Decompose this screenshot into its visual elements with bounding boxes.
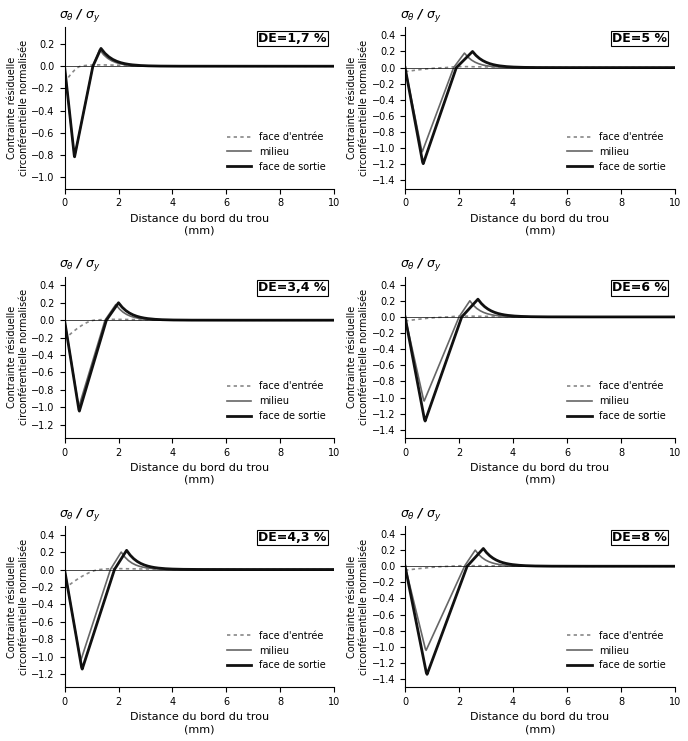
Legend: face d'entrée, milieu, face de sortie: face d'entrée, milieu, face de sortie [223,377,330,425]
Text: DE=5 %: DE=5 % [612,32,667,45]
Y-axis label: Contrainte résiduelle
circonférentielle normalisée: Contrainte résiduelle circonférentielle … [7,289,28,425]
X-axis label: Distance du bord du trou
(mm): Distance du bord du trou (mm) [130,463,269,485]
Text: $\sigma_\theta$ / $\sigma_y$: $\sigma_\theta$ / $\sigma_y$ [59,7,101,24]
Y-axis label: Contrainte résiduelle
circonférentielle normalisée: Contrainte résiduelle circonférentielle … [7,539,28,674]
X-axis label: Distance du bord du trou
(mm): Distance du bord du trou (mm) [471,712,610,734]
Legend: face d'entrée, milieu, face de sortie: face d'entrée, milieu, face de sortie [563,627,670,674]
Text: $\sigma_\theta$ / $\sigma_y$: $\sigma_\theta$ / $\sigma_y$ [400,505,442,522]
Text: DE=1,7 %: DE=1,7 % [258,32,326,45]
Y-axis label: Contrainte résiduelle
circonférentielle normalisée: Contrainte résiduelle circonférentielle … [347,539,369,674]
Y-axis label: Contrainte résiduelle
circonférentielle normalisée: Contrainte résiduelle circonférentielle … [347,40,369,176]
Y-axis label: Contrainte résiduelle
circonférentielle normalisée: Contrainte résiduelle circonférentielle … [7,40,28,176]
Legend: face d'entrée, milieu, face de sortie: face d'entrée, milieu, face de sortie [223,128,330,176]
Text: $\sigma_\theta$ / $\sigma_y$: $\sigma_\theta$ / $\sigma_y$ [400,256,442,273]
X-axis label: Distance du bord du trou
(mm): Distance du bord du trou (mm) [130,214,269,236]
X-axis label: Distance du bord du trou
(mm): Distance du bord du trou (mm) [130,712,269,734]
Text: $\sigma_\theta$ / $\sigma_y$: $\sigma_\theta$ / $\sigma_y$ [59,505,101,522]
Text: DE=6 %: DE=6 % [612,282,667,294]
Y-axis label: Contrainte résiduelle
circonférentielle normalisée: Contrainte résiduelle circonférentielle … [347,289,369,425]
X-axis label: Distance du bord du trou
(mm): Distance du bord du trou (mm) [471,214,610,236]
Legend: face d'entrée, milieu, face de sortie: face d'entrée, milieu, face de sortie [563,128,670,176]
Text: $\sigma_\theta$ / $\sigma_y$: $\sigma_\theta$ / $\sigma_y$ [59,256,101,273]
Text: DE=8 %: DE=8 % [612,531,667,544]
Legend: face d'entrée, milieu, face de sortie: face d'entrée, milieu, face de sortie [563,377,670,425]
Text: DE=4,3 %: DE=4,3 % [258,531,326,544]
Text: $\sigma_\theta$ / $\sigma_y$: $\sigma_\theta$ / $\sigma_y$ [400,7,442,24]
X-axis label: Distance du bord du trou
(mm): Distance du bord du trou (mm) [471,463,610,485]
Text: DE=3,4 %: DE=3,4 % [258,282,326,294]
Legend: face d'entrée, milieu, face de sortie: face d'entrée, milieu, face de sortie [223,627,330,674]
